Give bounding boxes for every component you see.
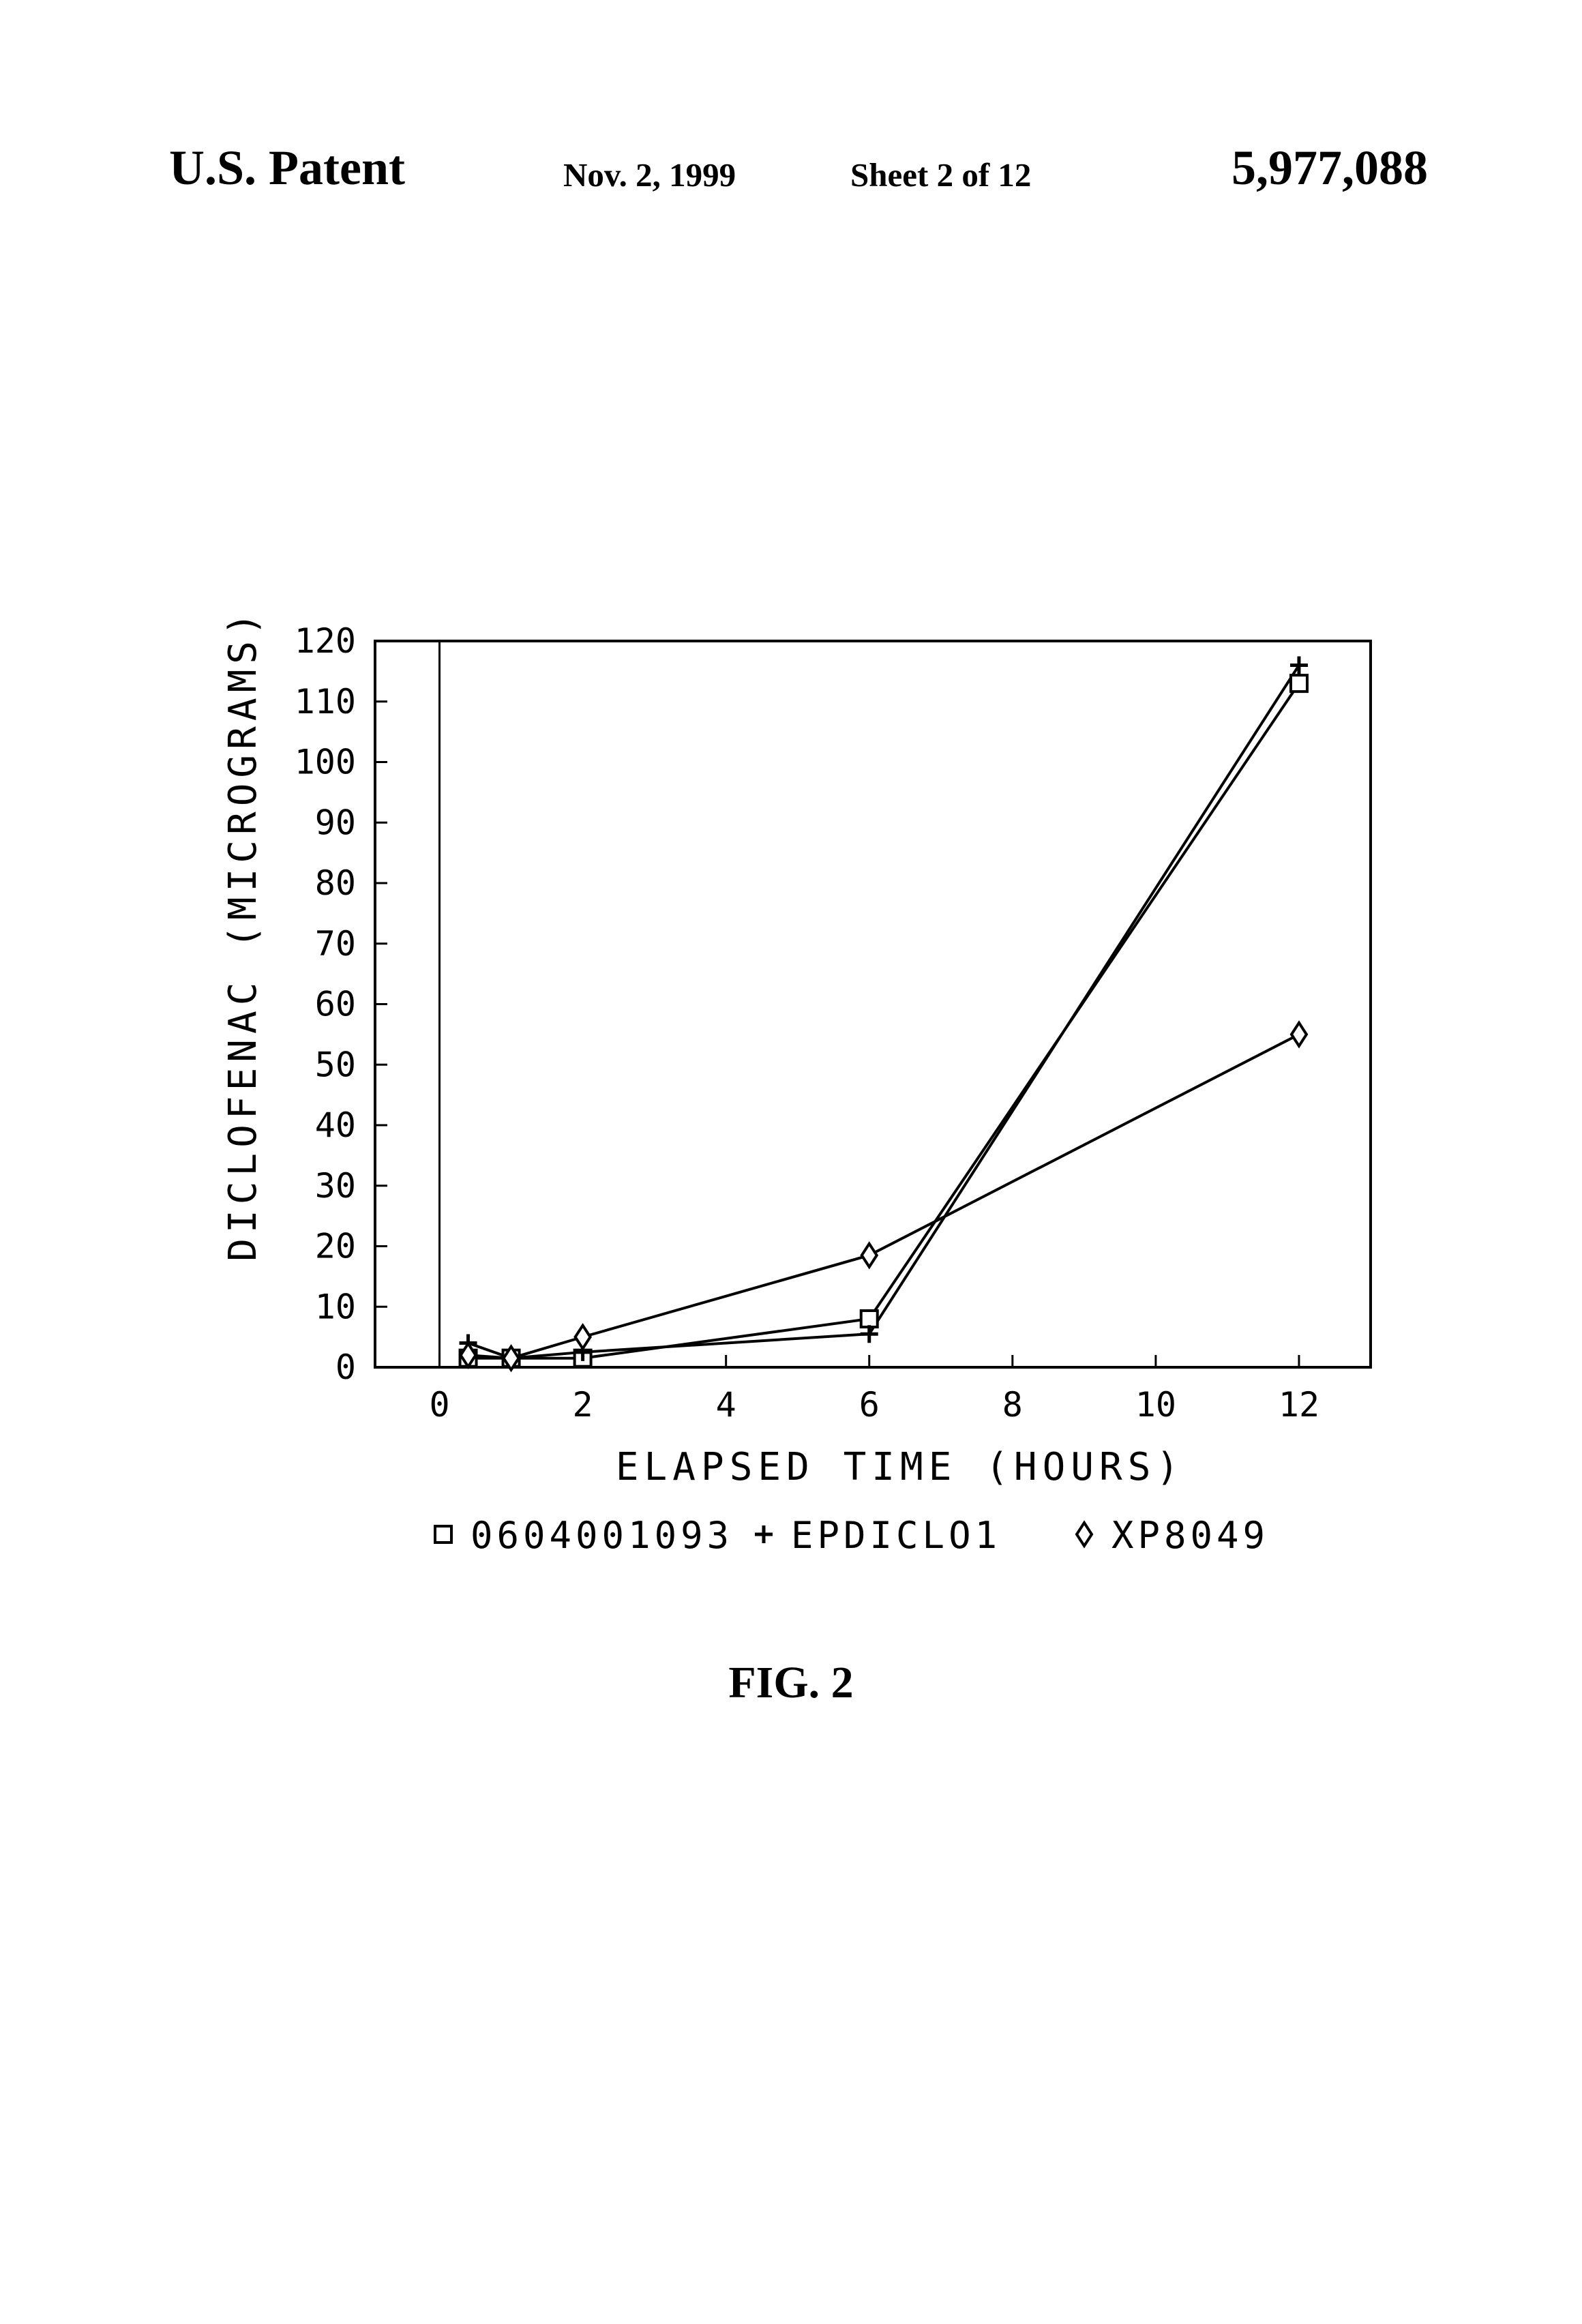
legend: 0604001093 EPDICLO1 XP8049 <box>435 1514 1269 1557</box>
series-line-square <box>468 683 1299 1358</box>
series-lines <box>468 666 1299 1358</box>
y-tick-label: 80 <box>315 863 356 903</box>
y-axis-title: DICLOFENAC (MICROGRAMS) <box>221 607 265 1261</box>
patent-number: 5,977,088 <box>1232 140 1428 196</box>
y-tick-label: 120 <box>295 621 356 661</box>
plus-marker <box>755 1525 773 1543</box>
y-tick-label: 30 <box>315 1166 356 1206</box>
legend-label: XP8049 <box>1111 1514 1269 1557</box>
series-line-plus <box>468 666 1299 1358</box>
y-tick-label: 40 <box>315 1105 356 1145</box>
y-tick-label: 70 <box>315 924 356 964</box>
x-tick-label: 8 <box>1002 1385 1023 1425</box>
sheet-number: Sheet 2 of 12 <box>850 155 1031 194</box>
diamond-marker <box>1077 1523 1092 1546</box>
x-tick-label: 4 <box>716 1385 736 1425</box>
y-tick-label: 110 <box>295 682 356 721</box>
y-tick-label: 0 <box>335 1347 356 1387</box>
figure-caption: FIG. 2 <box>0 1657 1582 1709</box>
x-tick-label: 0 <box>429 1385 449 1425</box>
square-marker <box>1291 675 1307 691</box>
y-tick-label: 20 <box>315 1227 356 1266</box>
patent-label: U.S. Patent <box>169 140 405 196</box>
plus-marker <box>1290 657 1308 674</box>
y-tick-label: 60 <box>315 985 356 1024</box>
diamond-marker <box>862 1244 877 1267</box>
legend-label: EPDICLO1 <box>791 1514 1001 1557</box>
y-tick-label: 100 <box>295 743 356 782</box>
y-tick-label: 10 <box>315 1287 356 1326</box>
x-tick-label: 6 <box>859 1385 880 1425</box>
diamond-marker <box>1292 1023 1307 1046</box>
square-marker <box>435 1526 451 1543</box>
diamond-marker <box>576 1326 591 1349</box>
y-axis-ticks: 0 10 20 30 40 50 60 70 80 90 100 110 120 <box>295 621 387 1387</box>
square-marker <box>861 1311 878 1327</box>
x-tick-label: 10 <box>1135 1385 1176 1425</box>
y-tick-label: 50 <box>315 1045 356 1084</box>
y-tick-label: 90 <box>315 803 356 842</box>
x-tick-label: 2 <box>573 1385 593 1425</box>
x-axis-title: ELAPSED TIME (HOURS) <box>616 1445 1184 1489</box>
diclofenac-chart: 0 10 20 30 40 50 60 70 80 90 100 110 120 0 2 4 6 8 10 12 D… <box>0 593 1582 1603</box>
series-markers <box>460 657 1308 1370</box>
legend-label: 0604001093 <box>471 1514 733 1557</box>
patent-date: Nov. 2, 1999 <box>563 155 736 194</box>
x-axis-ticks: 0 2 4 6 8 10 12 <box>429 1355 1319 1425</box>
x-tick-label: 12 <box>1279 1385 1319 1425</box>
